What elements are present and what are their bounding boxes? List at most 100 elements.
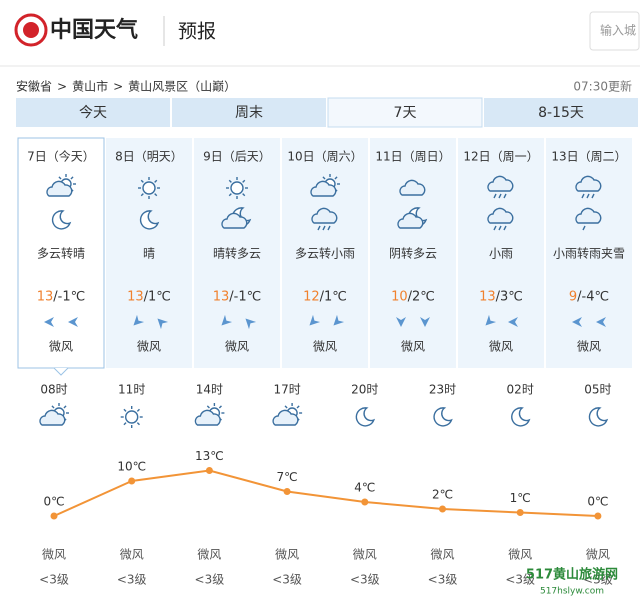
- temp-low: /-1℃: [229, 290, 261, 305]
- logo-text[interactable]: 中国天气: [50, 17, 138, 43]
- day-card: [106, 138, 192, 368]
- icon-drop: [591, 193, 595, 199]
- day-card: [194, 138, 280, 368]
- temp-label: 7℃: [277, 470, 298, 484]
- hour-label: 14时: [196, 383, 223, 397]
- hour-wind: 微风: [120, 548, 144, 562]
- icon-ray: [136, 408, 140, 412]
- breadcrumb-item[interactable]: 黄山市: [72, 79, 108, 94]
- day-weather: 多云转晴: [37, 246, 85, 261]
- temp-line: [53, 469, 598, 517]
- hour-wind: 微风: [430, 548, 454, 562]
- icon-cloud: [221, 212, 248, 229]
- breadcrumb-item[interactable]: 黄山风景区（山巅）: [128, 80, 236, 94]
- hour-wind-level: <3级: [350, 573, 380, 587]
- icon-drop: [317, 225, 321, 231]
- tab[interactable]: [484, 98, 638, 127]
- icon-drop: [498, 225, 502, 231]
- hour-wind-level: <3级: [428, 573, 458, 587]
- watermark-url: 517hslyw.com: [540, 587, 604, 597]
- hour-label: 08时: [40, 383, 67, 397]
- day-column[interactable]: 10日（周六） 多云转小雨 12/1℃ 微风: [282, 138, 368, 368]
- icon-ray: [140, 193, 144, 197]
- tab-label[interactable]: 周末: [235, 105, 263, 121]
- icon-drop: [503, 193, 507, 199]
- icon-ray: [123, 422, 127, 426]
- tab-label[interactable]: 今天: [79, 105, 107, 121]
- wind-arrow: [44, 317, 54, 327]
- temp-high: 13: [479, 290, 496, 305]
- icon-cloud: [399, 179, 426, 196]
- icon-ray: [123, 408, 127, 412]
- hour-label: 02时: [507, 383, 534, 397]
- day-date: 12日（周一）: [463, 150, 538, 164]
- tab[interactable]: [327, 97, 483, 128]
- icon-cloud: [272, 409, 299, 426]
- temp-low: /1℃: [144, 290, 171, 305]
- icon-cloud: [46, 180, 73, 197]
- icon-drop: [581, 193, 585, 199]
- header-bg: [0, 0, 640, 66]
- icon-ray: [70, 176, 74, 180]
- hour-wind-level: <3级: [195, 573, 225, 587]
- temp-point: [594, 512, 602, 520]
- icon-moon: [139, 210, 160, 230]
- temp-point: [128, 477, 136, 485]
- day-weather: 阴转多云: [389, 246, 437, 261]
- day-column[interactable]: 11日（周日） 阴转多云 10/2℃ 微风: [370, 138, 456, 368]
- temp-low: /-1℃: [53, 290, 85, 305]
- tab[interactable]: [172, 98, 326, 127]
- icon-drop: [498, 193, 502, 199]
- day-wind: 微风: [401, 340, 425, 354]
- icon-moon: [355, 407, 376, 427]
- day-column[interactable]: 12日（周一） 小雨 13/3℃ 微风: [458, 138, 544, 368]
- card-pointer: [53, 367, 69, 376]
- tab-label[interactable]: 8-15天: [538, 105, 584, 121]
- day-column[interactable]: 7日（今天） 多云转晴 13/-1℃ 微风: [17, 137, 105, 376]
- icon-ray: [228, 193, 232, 197]
- day-wind: 微风: [225, 340, 249, 354]
- tab[interactable]: [16, 98, 170, 127]
- day-date: 8日（明天）: [115, 150, 183, 164]
- icon-cloud: [397, 212, 424, 229]
- day-wind: 微风: [49, 340, 73, 354]
- day-column[interactable]: 13日（周二） 小雨转雨夹雪 9/-4℃ 微风: [546, 138, 632, 368]
- day-weather: 小雨: [489, 247, 513, 261]
- icon-moon: [433, 407, 453, 427]
- hour-wind-level: <3级: [583, 573, 613, 587]
- icon-ray: [154, 179, 158, 183]
- breadcrumb-separator: >: [57, 80, 67, 94]
- day-column[interactable]: 9日（后天） 晴转多云 13/-1℃ 微风: [194, 138, 280, 368]
- section-title: 预报: [178, 21, 216, 43]
- icon-ray: [284, 405, 288, 409]
- day-wind: 微风: [489, 340, 513, 354]
- temp-high: 13: [37, 290, 54, 305]
- icon-ray: [206, 405, 210, 409]
- search-box[interactable]: [589, 11, 640, 51]
- hour-wind-level: <3级: [272, 573, 302, 587]
- icon-ray: [51, 405, 55, 409]
- wind-arrow: [333, 314, 345, 326]
- temp-label: 10℃: [117, 460, 146, 474]
- wind-arrow: [420, 317, 430, 327]
- icon-ray: [140, 179, 144, 183]
- wind-arrow: [508, 317, 518, 327]
- hour-wind-level: <3级: [505, 573, 535, 587]
- day-weather: 晴: [143, 247, 155, 261]
- tab-label[interactable]: 7天: [394, 105, 417, 121]
- temp-point: [283, 488, 291, 495]
- hour-label: 20时: [351, 383, 378, 397]
- hour-icon: [588, 407, 609, 427]
- wind-arrow: [572, 317, 582, 327]
- icon-moon: [588, 407, 609, 427]
- hour-wind: 微风: [508, 548, 532, 562]
- update-time: 07:30更新: [573, 79, 632, 94]
- icon-cloud: [39, 409, 66, 426]
- temp-point: [361, 498, 369, 506]
- wind-arrow: [596, 317, 606, 327]
- breadcrumb-item[interactable]: 安徽省: [16, 79, 52, 94]
- hour-icon: [272, 403, 303, 426]
- day-column[interactable]: 8日（明天） 晴 13/1℃ 微风: [106, 138, 192, 368]
- hour-icon: [194, 403, 225, 426]
